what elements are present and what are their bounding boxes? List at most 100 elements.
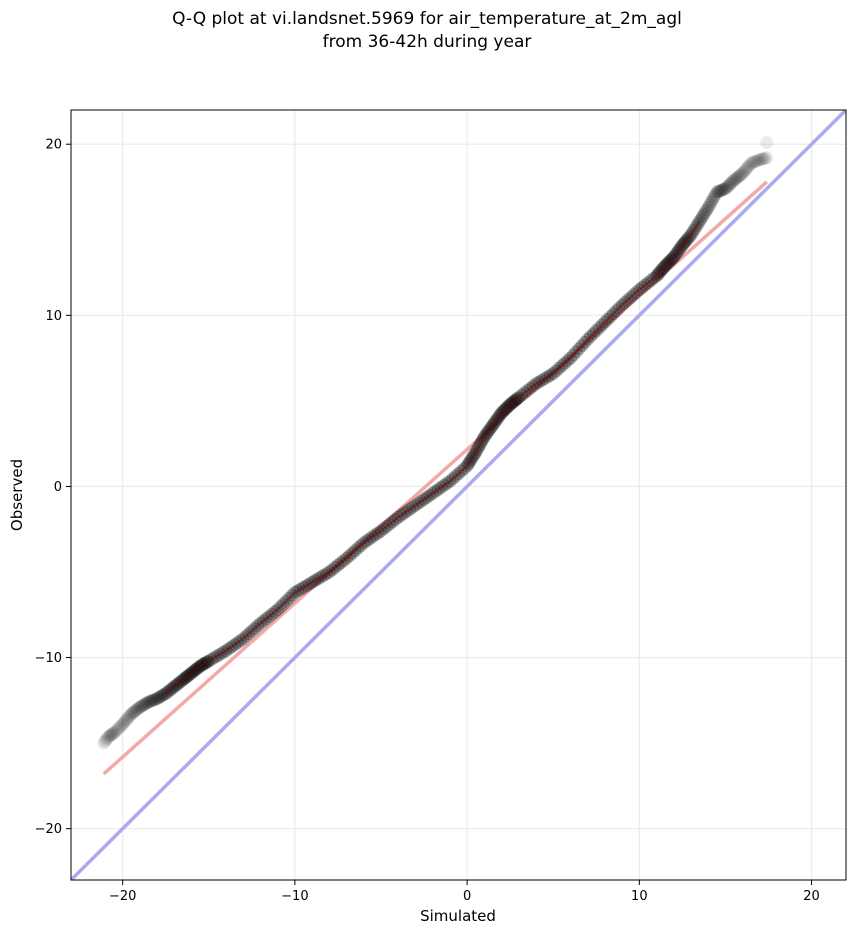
quantile-point — [726, 175, 740, 189]
quantile-point — [711, 185, 725, 199]
chart-title-line-1: Q-Q plot at vi.landsnet.5969 for air_tem… — [172, 9, 682, 29]
quantile-point — [105, 727, 119, 741]
quantile-point — [734, 167, 748, 181]
quantile-point — [106, 726, 120, 740]
quantile-point — [746, 155, 760, 169]
y-axis-label: Observed — [8, 459, 26, 531]
quantile-point — [701, 201, 715, 215]
quantile-point — [698, 205, 712, 219]
quantile-point — [104, 728, 118, 742]
quantile-point — [116, 717, 130, 731]
quantile-point — [111, 722, 125, 736]
quantile-point — [707, 190, 721, 204]
quantile-point — [133, 700, 147, 714]
quantile-point — [750, 154, 764, 168]
reference-line — [71, 110, 846, 880]
quantile-point — [757, 151, 771, 165]
y-tick-label: 10 — [45, 309, 62, 324]
quantile-point — [146, 693, 160, 707]
quantile-point — [152, 691, 166, 705]
quantile-point — [137, 698, 151, 712]
quantile-point — [714, 183, 728, 197]
quantile-point — [727, 173, 741, 187]
quantile-point — [724, 176, 738, 190]
axis-ticks: −20 −10 0 10 20 −20 −10 0 10 20 — [35, 138, 820, 904]
x-tick-label: 10 — [631, 889, 648, 904]
quantile-point — [753, 153, 767, 167]
quantile-point — [694, 212, 708, 226]
quantile-point — [126, 706, 140, 720]
y-tick-label: 0 — [54, 480, 62, 495]
x-axis-label: Simulated — [420, 907, 496, 925]
quantile-point — [113, 720, 127, 734]
y-tick-label: −10 — [35, 651, 62, 666]
quantile-point — [708, 188, 722, 202]
grid — [71, 110, 846, 880]
quantile-point — [760, 136, 774, 150]
quantile-point — [110, 723, 124, 737]
quantile-point — [749, 154, 763, 168]
plot-data — [71, 110, 846, 880]
quantile-point — [703, 198, 717, 212]
quantile-point — [740, 161, 754, 175]
quantile-point — [713, 184, 727, 198]
quantile-point — [140, 696, 154, 710]
quantile-point — [101, 730, 115, 744]
quantile-point — [154, 689, 168, 703]
quantile-point — [704, 195, 718, 209]
quantile-point — [720, 180, 734, 194]
quantile-point — [149, 692, 163, 706]
quantile-point — [136, 698, 150, 712]
quantile-point — [127, 705, 141, 719]
quantile-point — [730, 171, 744, 185]
x-tick-label: −10 — [281, 889, 308, 904]
quantile-point — [716, 183, 730, 197]
quantile-point — [737, 165, 751, 179]
quantile-point — [755, 152, 769, 166]
quantile-point — [97, 736, 111, 750]
x-tick-label: −20 — [109, 889, 136, 904]
quantile-point — [733, 169, 747, 183]
quantile-point — [756, 152, 770, 166]
quantile-point — [108, 724, 122, 738]
quantile-point — [99, 733, 113, 747]
quantile-point — [153, 690, 167, 704]
quantile-point — [706, 193, 720, 207]
quantile-point — [700, 203, 714, 217]
quantile-point — [144, 694, 158, 708]
quantile-point — [723, 177, 737, 191]
quantile-point — [717, 182, 731, 196]
quantile-point — [760, 151, 774, 165]
quantile-point — [695, 210, 709, 224]
quantile-point — [747, 155, 761, 169]
quantile-point — [751, 153, 765, 167]
quantile-point — [697, 207, 711, 221]
quantile-point — [124, 707, 138, 721]
plot-frame — [70, 109, 847, 881]
fit-line — [102, 180, 768, 776]
quantile-point — [119, 714, 133, 728]
quantile-point — [107, 726, 121, 740]
quantile-point — [744, 156, 758, 170]
quantile-point — [131, 701, 145, 715]
quantile-point — [98, 734, 112, 748]
quantile-point — [120, 712, 134, 726]
quantile-point — [139, 697, 153, 711]
quantile-point — [104, 728, 118, 742]
quantile-point — [754, 152, 768, 166]
quantile-point — [739, 163, 753, 177]
quantile-point — [130, 702, 144, 716]
quantile-point — [98, 735, 112, 749]
quantile-point — [741, 159, 755, 173]
quantile-point — [102, 729, 116, 743]
x-tick-label: 20 — [803, 889, 820, 904]
quantile-point — [759, 151, 773, 165]
quantile-point — [103, 729, 117, 743]
quantile-point — [100, 732, 114, 746]
quantile-trend — [165, 220, 701, 695]
quantile-point — [710, 185, 724, 199]
quantile-point — [143, 694, 157, 708]
quantile-point — [129, 704, 143, 718]
chart-title-line-2: from 36-42h during year — [322, 32, 532, 52]
